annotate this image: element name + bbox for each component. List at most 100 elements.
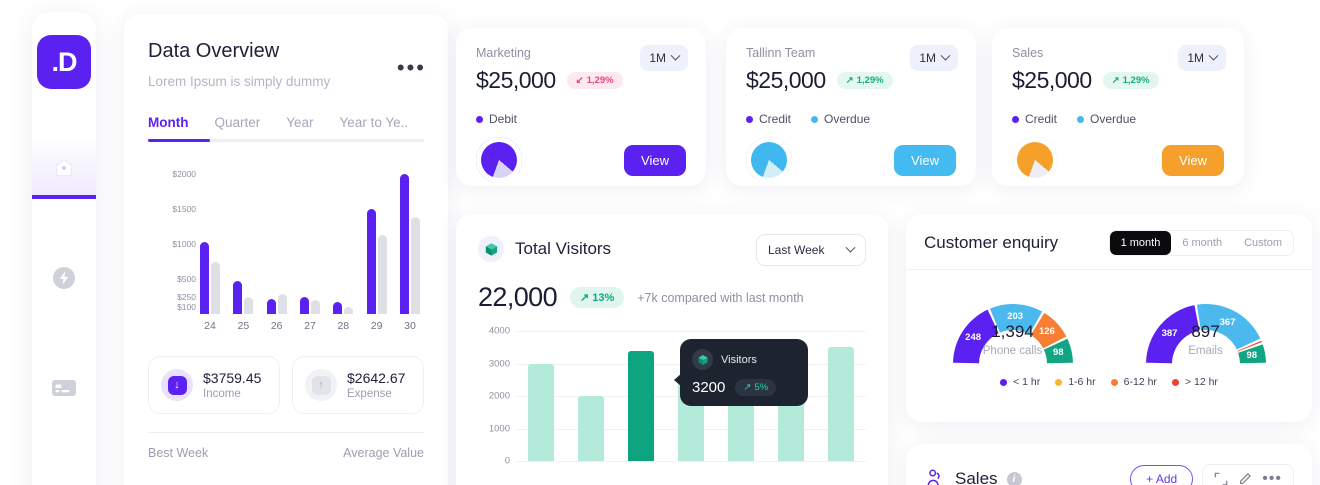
y-tick: 2000 [488,390,510,402]
stat-card-name: Sales [1012,46,1044,60]
gauge-segment-label: 387 [1161,327,1178,339]
sidebar: .D [32,12,96,485]
legend-dot [746,115,753,123]
expand-icon[interactable] [1214,472,1228,485]
grid-line [516,461,866,462]
view-button[interactable]: View [894,144,956,176]
gauge-label: Phone calls [982,345,1043,357]
income-box[interactable]: ↓ $3759.45 Income [148,356,280,414]
income-label: Income [203,388,241,400]
app-logo[interactable]: .D [37,35,91,89]
period-select[interactable]: 1M [1178,45,1226,71]
bar [344,307,354,314]
bar-group [399,174,420,314]
stat-card-tallinn-team: Tallinn Team 1M $25,000 ↗ 1,29% Credit O… [726,28,976,186]
x-tick: 28 [337,320,350,332]
x-axis-labels: 24 25 26 27 28 29 30 [200,320,420,332]
tooltip-value: 3200 [692,379,726,396]
y-axis-labels: 4000 3000 2000 1000 0 [478,326,510,467]
bar-plot-area [200,164,420,314]
period-value: 1M [919,51,936,65]
bar[interactable] [628,350,654,461]
overview-footer: Best Week Average Value [148,446,424,460]
gauge-segment [1145,305,1199,364]
donut-chart [476,137,522,183]
income-expense-row: ↓ $3759.45 Income ↑ $2642.67 Expense [148,356,424,414]
legend-label: > 12 hr [1184,376,1218,388]
tooltip-change: 5% [754,382,769,393]
y-tick: $100 [177,302,196,313]
legend-label: < 1 hr [1013,376,1041,388]
tab-year[interactable]: Year [286,115,314,130]
overflow-menu-icon[interactable]: ••• [396,55,426,80]
visitors-bar-chart: 4000 3000 2000 1000 0 Visitors 3200 [478,326,866,473]
sidebar-item-card[interactable] [32,357,96,419]
bar [366,209,376,314]
bar [299,296,309,314]
y-tick: $1000 [172,239,196,250]
range-1-month[interactable]: 1 month [1109,231,1172,255]
range-6-month[interactable]: 6 month [1182,237,1223,249]
edit-icon[interactable] [1238,472,1252,485]
tab-quarter[interactable]: Quarter [214,115,261,130]
period-select[interactable]: 1M [640,45,688,71]
x-tick: 24 [204,320,216,332]
expense-label: Expense [347,388,392,400]
sidebar-item-apps[interactable] [32,461,96,485]
trend-up-icon: ↗ [1111,75,1120,86]
tab-year-to-year[interactable]: Year to Ye.. [339,115,409,130]
period-tabs: Month Quarter Year Year to Ye.. [148,115,424,130]
expense-box[interactable]: ↑ $2642.67 Expense [292,356,424,414]
bar[interactable] [528,363,554,461]
donut-chart [746,137,792,183]
legend-label: Debit [489,112,518,126]
bar [211,261,220,314]
legend-label: Credit [1025,112,1058,126]
legend-dot [1171,378,1179,386]
tooltip-header: Visitors [692,349,796,370]
view-button[interactable]: View [624,144,686,176]
bar-group [366,209,387,314]
more-icon[interactable]: ••• [1262,470,1282,485]
range-custom[interactable]: Custom [1244,237,1282,249]
legend-label: Overdue [1090,112,1137,126]
legend-dot [1110,378,1118,386]
x-tick: 30 [404,320,416,332]
legend-item: 6-12 hr [1110,376,1157,388]
legend-item: Credit [746,112,791,126]
sidebar-item-home[interactable] [32,137,96,199]
legend-label: Overdue [824,112,871,126]
gauge-svg [952,304,1073,364]
gauges-row: 1,394 Phone calls 248 203 126 98 897 Emails… [906,270,1312,368]
legend-label: 6-12 hr [1123,376,1157,388]
view-button[interactable]: View [1162,144,1224,176]
stat-card-sales: Sales 1M $25,000 ↗ 1,29% Credit Overdue … [992,28,1244,186]
period-select[interactable]: 1M [910,45,958,71]
income-value: $3759.45 [203,370,262,386]
bar[interactable] [578,396,604,461]
stat-card-marketing: Marketing 1M $25,000 ↙ 1,29% Debit View [456,28,706,186]
chevron-down-icon [670,50,681,61]
trend-up-icon: ↗ [845,75,854,86]
y-axis-labels: $2000 $1500 $1000 $500 $250 $100 [148,164,196,314]
bar[interactable] [828,347,854,461]
sales-person-icon [927,469,940,485]
amount-row: $25,000 ↗ 1,29% [746,67,956,94]
amount-row: $25,000 ↙ 1,29% [476,67,686,94]
visitors-period-select[interactable]: Last Week [756,234,866,266]
status-badge: ↙ 1,29% [566,72,623,89]
gauge-segment [1196,304,1260,350]
legend-dot [811,115,819,123]
gauge-segment-label: 248 [965,332,982,344]
add-button[interactable]: + Add [1130,465,1194,485]
sales-title-group: Sales i [924,468,1022,485]
tab-month[interactable]: Month [148,115,189,130]
sidebar-item-flash[interactable] [32,247,96,309]
arrow-down-icon: ↓ [167,375,187,395]
y-tick: $500 [177,274,196,285]
y-tick: $1500 [172,204,196,215]
info-icon[interactable]: i [1006,471,1022,485]
period-value: 1M [649,51,666,65]
bar-group [333,301,354,314]
sales-bottom-card: Sales i + Add ••• [906,444,1312,485]
